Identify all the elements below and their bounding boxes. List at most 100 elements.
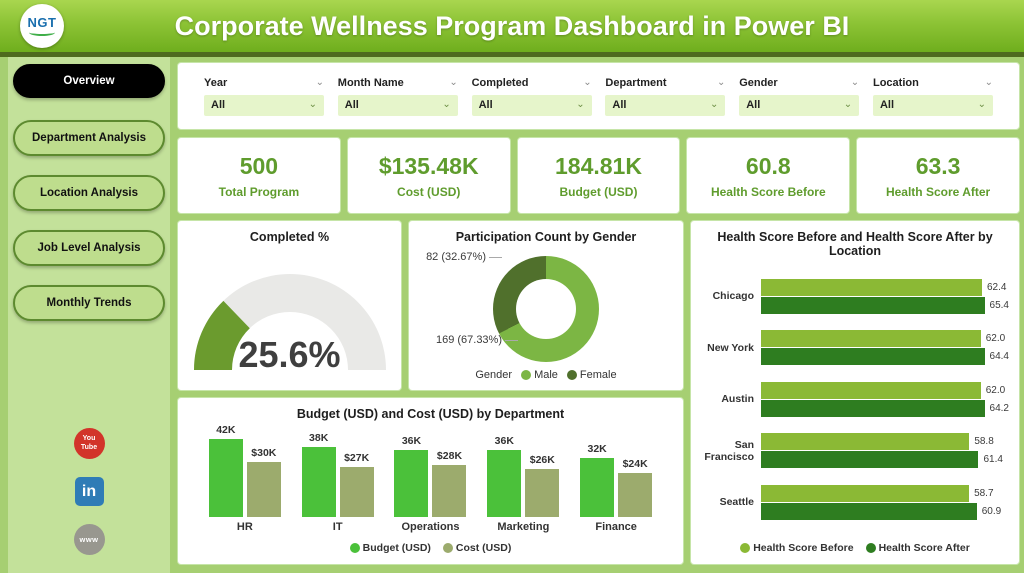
bar-cost-usd[interactable]: [525, 469, 560, 517]
bar-value-label: $27K: [344, 452, 370, 464]
bar-health-score-before[interactable]: [761, 381, 981, 399]
health-chart-title: Health Score Before and Health Score Aft…: [717, 230, 993, 258]
sidebar-item-location-analysis[interactable]: Location Analysis: [13, 175, 165, 211]
bar-value-label: $26K: [529, 454, 555, 466]
filter-label: Gender: [739, 76, 778, 89]
chevron-down-icon: ⌄: [315, 76, 324, 88]
bar-health-score-after[interactable]: [761, 296, 985, 314]
legend-dot: [566, 370, 577, 380]
bar-health-score-before[interactable]: [761, 278, 982, 296]
legend-dot: [521, 370, 532, 380]
bar-health-score-before[interactable]: [761, 433, 970, 450]
bar-value-label: $24K: [622, 458, 648, 470]
chevron-down-icon: ⌄: [843, 99, 853, 110]
filter-month-name: Month Name ⌄ All ⌄: [337, 77, 458, 116]
youtube-icon[interactable]: You Tube: [73, 428, 105, 459]
legend-item-cost-usd[interactable]: Cost (USD): [442, 542, 511, 554]
bar-value-label: 36K: [494, 435, 514, 447]
bar-budget-usd[interactable]: [301, 447, 336, 517]
bar-budget-usd[interactable]: [208, 439, 243, 517]
chevron-down-icon: ⌄: [710, 99, 719, 110]
kpi-label: Health Score After: [885, 184, 991, 199]
filter-value: All: [879, 99, 895, 111]
bar-cost-usd[interactable]: [246, 462, 281, 517]
filter-bar: Year ⌄ All ⌄ Month Name ⌄ All ⌄ Completed ⌄ All ⌄ De…: [177, 62, 1020, 130]
bar-pair: 58.8 61.4: [761, 433, 1009, 468]
category-label: Finance: [595, 521, 637, 533]
legend-item-health-score-before[interactable]: Health Score Before: [740, 542, 854, 554]
bar-budget-usd[interactable]: [394, 450, 429, 517]
department-group-operations: 36K $28K Operations: [392, 435, 468, 536]
chevron-down-icon: ⌄: [984, 76, 993, 88]
bar-line: 60.9: [761, 502, 1009, 520]
chevron-down-icon: ⌄: [977, 99, 986, 110]
sidebar-item-job-level-analysis[interactable]: Job Level Analysis: [13, 230, 165, 266]
bar-health-score-after[interactable]: [761, 502, 977, 520]
legend-item-budget-usd[interactable]: Budget (USD): [349, 542, 431, 554]
bar-cost-usd[interactable]: [339, 467, 374, 517]
kpi-value: 500: [239, 152, 279, 179]
filter-header-year[interactable]: Year ⌄: [204, 77, 324, 89]
filter-select-department[interactable]: All ⌄: [605, 94, 726, 116]
bar-line: 62.4: [761, 278, 1009, 296]
legend-label: Male: [534, 369, 558, 381]
bar-budget-usd[interactable]: [487, 450, 522, 517]
department-group-it: 38K $27K IT: [300, 432, 376, 536]
filter-header-gender[interactable]: Gender ⌄: [739, 77, 859, 89]
kpi-value: 63.3: [915, 152, 961, 179]
filter-year: Year ⌄ All ⌄: [204, 77, 324, 116]
filter-select-gender[interactable]: All ⌄: [739, 94, 860, 116]
sidebar-item-monthly-trends[interactable]: Monthly Trends: [13, 285, 165, 321]
bar-line: 64.2: [761, 399, 1009, 417]
bar-cost-usd[interactable]: [618, 473, 653, 517]
bar-value-label: $30K: [251, 447, 277, 459]
filter-header-location[interactable]: Location ⌄: [873, 77, 993, 89]
sidebar-item-department-analysis[interactable]: Department Analysis: [13, 120, 165, 156]
bar-health-score-after[interactable]: [761, 348, 985, 365]
filter-header-department[interactable]: Department ⌄: [605, 77, 725, 89]
bar-pair: 36K $26K: [485, 435, 561, 517]
filter-header-completed[interactable]: Completed ⌄: [472, 77, 592, 89]
filter-select-completed[interactable]: All ⌄: [471, 94, 592, 116]
health-row-seattle: Seattle 58.7 60.9: [699, 484, 1009, 520]
legend-item-female[interactable]: Female: [566, 369, 617, 381]
category-label: Seattle: [719, 496, 754, 508]
bar-column: $27K: [338, 452, 376, 517]
page-title: Corporate Wellness Program Dashboard in …: [174, 10, 850, 41]
budget-cost-panel: Budget (USD) and Cost (USD) by Departmen…: [177, 397, 684, 565]
sidebar-nav: Overview Department Analysis Location Anal…: [13, 64, 165, 340]
legend-item-health-score-after[interactable]: Health Score After: [865, 542, 970, 554]
bar-column: $26K: [523, 454, 561, 517]
category-label: Marketing: [497, 521, 550, 533]
filter-header-month-name[interactable]: Month Name ⌄: [338, 77, 458, 89]
linkedin-icon[interactable]: in: [74, 477, 104, 506]
health-legend: Health Score Before Health Score After: [699, 536, 1011, 564]
bar-health-score-before[interactable]: [761, 484, 970, 502]
health-row-chicago: Chicago 62.4 65.4: [699, 278, 1009, 314]
sidebar-item-overview[interactable]: Overview: [13, 64, 165, 98]
bar-line: 64.4: [761, 348, 1009, 365]
bar-health-score-before[interactable]: [761, 330, 981, 347]
filter-label: Location: [872, 76, 919, 89]
donut-label-female: 82 (32.67%): [426, 251, 502, 263]
chevron-down-icon: ⌄: [449, 76, 458, 88]
bar-pair: 38K $27K: [300, 432, 376, 517]
filter-select-year[interactable]: All ⌄: [204, 94, 324, 116]
filter-select-location[interactable]: All ⌄: [872, 94, 993, 116]
bar-column: 42K: [207, 424, 245, 517]
bar-value-label: 64.2: [989, 402, 1009, 414]
legend-label: Health Score Before: [753, 542, 854, 554]
legend-label: Budget (USD): [362, 542, 431, 554]
bar-pair: 62.4 65.4: [761, 278, 1009, 314]
gender-donut[interactable]: [493, 256, 599, 362]
bar-health-score-after[interactable]: [761, 451, 979, 468]
bar-budget-usd[interactable]: [580, 458, 615, 517]
bar-health-score-after[interactable]: [761, 399, 985, 417]
bar-pair: 62.0 64.2: [761, 381, 1009, 417]
legend-dot: [349, 543, 360, 553]
filter-select-month-name[interactable]: All ⌄: [337, 94, 458, 116]
legend-item-male[interactable]: Male: [521, 369, 558, 381]
bar-cost-usd[interactable]: [432, 465, 467, 517]
donut-label-text: 169 (67.33%): [435, 334, 502, 346]
website-icon[interactable]: www: [73, 524, 105, 555]
